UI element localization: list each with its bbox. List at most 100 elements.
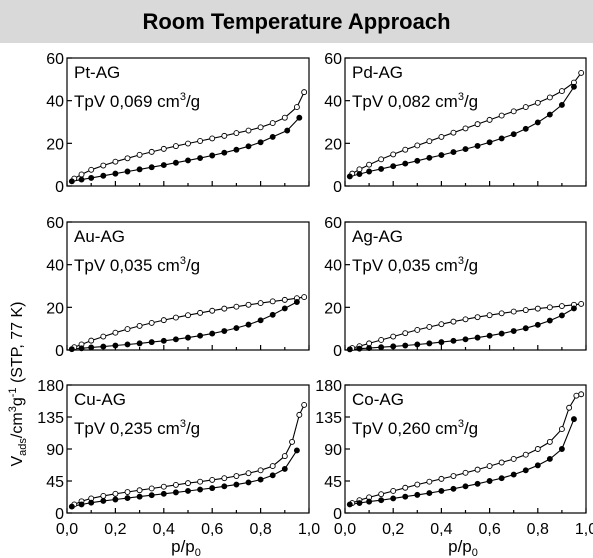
y-axis-label-tail: (STP, 77 K): [9, 302, 26, 388]
adsorption-point-co-ag: [534, 462, 541, 469]
adsorption-point-pt-ag: [185, 157, 191, 164]
desorption-line-cu-ag: [74, 404, 305, 506]
adsorption-point-co-ag: [522, 467, 529, 474]
tpv-unit-pt-ag: /g: [186, 92, 200, 111]
desorption-point-pd-ag: [546, 94, 553, 101]
tpv-sup-au-ag: 3: [180, 255, 186, 267]
x-tick-label: 0,6: [201, 521, 223, 538]
adsorption-point-pd-ag: [378, 165, 385, 172]
adsorption-point-co-ag: [426, 490, 433, 497]
y-tick-label-ag-ag: 40: [324, 258, 342, 275]
desorption-point-co-ag: [573, 392, 580, 399]
adsorption-point-au-ag: [68, 346, 75, 353]
desorption-point-ag-ag: [438, 321, 445, 328]
adsorption-point-pd-ag: [546, 111, 553, 118]
adsorption-point-pt-ag: [78, 176, 85, 183]
x-axis-label-main: p/p: [171, 537, 195, 556]
y-tick-label-au-ag: 60: [46, 215, 64, 232]
tpv-label-pd-ag: TpV 0,082 cm3/g: [352, 91, 478, 111]
y-tick-label-ag-ag: 0: [333, 343, 342, 360]
adsorption-point-cu-ag: [100, 497, 107, 504]
adsorption-point-cu-ag: [197, 486, 204, 493]
tpv-unit-pd-ag: /g: [464, 92, 478, 111]
adsorption-point-co-ag: [498, 475, 505, 482]
sample-label-pd-ag: Pd-AG: [352, 63, 403, 82]
adsorption-point-pd-ag: [366, 168, 373, 175]
desorption-point-au-ag: [148, 319, 155, 326]
adsorption-point-pt-ag: [257, 139, 264, 146]
desorption-point-pt-ag: [301, 89, 308, 96]
adsorption-point-ag-ag: [522, 325, 529, 332]
adsorption-point-ag-ag: [486, 332, 493, 339]
y-tick-label-pt-ag: 40: [46, 94, 64, 111]
desorption-point-cu-ag: [124, 489, 131, 495]
adsorption-point-au-ag: [100, 343, 107, 350]
desorption-point-co-ag: [402, 484, 409, 491]
y-axis-label-unit: /cm: [9, 412, 26, 438]
y-axis-label-sub: ads: [17, 438, 29, 456]
y-tick-label-pd-ag: 0: [333, 179, 342, 196]
adsorption-point-pt-ag: [136, 166, 143, 173]
desorption-point-cu-ag: [269, 463, 276, 470]
x-axis-label-sub-2: 0: [472, 547, 478, 558]
x-axis-label-main-2: p/p: [448, 537, 472, 556]
adsorption-point-cu-ag: [293, 447, 300, 454]
adsorption-point-pd-ag: [438, 152, 445, 159]
y-tick-label-co-ag: 0: [333, 506, 342, 523]
adsorption-line-au-ag: [71, 301, 298, 350]
adsorption-point-cu-ag: [269, 472, 276, 479]
adsorption-point-co-ag: [378, 497, 385, 504]
adsorption-point-pt-ag: [124, 168, 131, 175]
adsorption-point-cu-ag: [221, 483, 228, 490]
adsorption-point-cu-ag: [124, 495, 131, 502]
y-tick-label-cu-ag: 90: [46, 442, 64, 459]
y-axis-label-g: g: [9, 397, 26, 406]
desorption-point-cu-ag: [233, 473, 240, 479]
y-tick-label-au-ag: 20: [46, 300, 64, 317]
x-tick-label: 0,6: [478, 521, 500, 538]
desorption-point-cu-ag: [160, 483, 167, 490]
adsorption-point-pd-ag: [402, 160, 409, 167]
desorption-point-ag-ag: [486, 312, 493, 319]
y-tick-label-pt-ag: 20: [46, 136, 64, 153]
adsorption-point-pt-ag: [245, 143, 252, 150]
y-axis-label: Vads/cm3g-1 (STP, 77 K): [7, 302, 29, 467]
adsorption-point-co-ag: [450, 485, 457, 492]
panel-pt-ag: 0 20 40 60 Pt-AG TpV 0,069 cm3/g: [46, 51, 310, 196]
desorption-point-au-ag: [100, 333, 107, 340]
desorption-point-ag-ag: [510, 308, 517, 315]
title-bar: Room Temperature Approach: [0, 0, 593, 43]
desorption-point-au-ag: [233, 303, 240, 310]
sample-label-au-ag: Au-AG: [74, 227, 125, 246]
adsorption-point-ag-ag: [546, 317, 553, 324]
adsorption-point-pt-ag: [160, 162, 167, 169]
adsorption-point-pt-ag: [88, 174, 95, 181]
tpv-unit-co-ag: /g: [464, 419, 478, 438]
adsorption-point-au-ag: [269, 311, 276, 318]
tpv-value-cu-ag: TpV 0,235 cm: [74, 419, 180, 438]
desorption-point-co-ag: [462, 469, 469, 476]
adsorption-point-au-ag: [185, 334, 191, 341]
desorption-point-ag-ag: [558, 303, 565, 310]
adsorption-point-cu-ag: [78, 501, 85, 508]
tpv-value-ag-ag: TpV 0,035 cm: [352, 256, 458, 275]
adsorption-point-co-ag: [438, 488, 445, 494]
desorption-point-au-ag: [124, 326, 131, 333]
adsorption-point-co-ag: [510, 471, 517, 478]
y-tick-label-pd-ag: 60: [324, 51, 342, 68]
y-tick-label-cu-ag: 135: [37, 410, 64, 427]
adsorption-point-au-ag: [148, 339, 155, 346]
desorption-point-pt-ag: [136, 151, 143, 158]
panel-cu-ag: 0 45 90 135 180 Cu-AG TpV 0,235 cm3/g: [37, 378, 310, 523]
adsorption-point-pt-ag: [172, 159, 179, 166]
adsorption-point-pd-ag: [450, 149, 457, 156]
desorption-point-ag-ag: [534, 305, 541, 312]
adsorption-point-au-ag: [78, 345, 85, 352]
desorption-point-cu-ag: [221, 475, 228, 482]
adsorption-point-cu-ag: [112, 496, 119, 503]
adsorption-point-ag-ag: [402, 342, 409, 349]
adsorption-point-au-ag: [88, 344, 95, 351]
desorption-point-pt-ag: [112, 158, 119, 165]
desorption-point-au-ag: [221, 305, 228, 312]
